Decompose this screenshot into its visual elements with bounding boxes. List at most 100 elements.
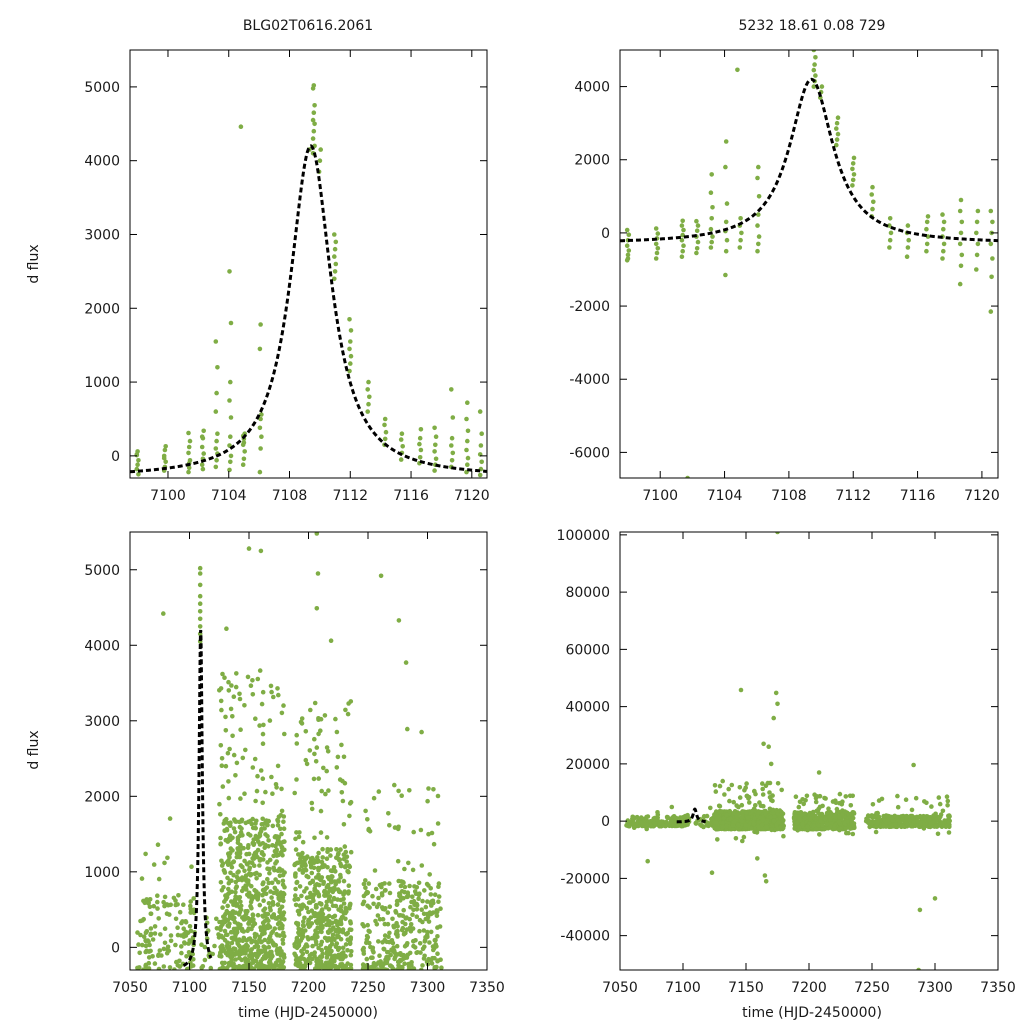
data-point <box>262 948 268 953</box>
data-point <box>147 904 153 910</box>
data-point <box>709 172 714 177</box>
data-point <box>724 812 729 818</box>
data-point <box>239 888 245 894</box>
data-point <box>726 786 731 792</box>
data-point <box>271 865 277 871</box>
x-tick-label: 7050 <box>602 980 638 996</box>
data-point <box>769 797 774 803</box>
data-point <box>402 931 407 936</box>
data-point <box>220 671 225 677</box>
data-point <box>269 895 274 900</box>
data-point <box>252 951 258 957</box>
data-point <box>343 942 349 947</box>
data-point <box>201 428 206 434</box>
data-point <box>218 812 223 817</box>
data-point <box>338 908 344 914</box>
data-point <box>406 967 412 970</box>
data-point <box>164 902 170 907</box>
data-point <box>167 965 173 970</box>
data-point <box>381 946 387 952</box>
data-point <box>769 827 774 833</box>
data-point <box>226 924 232 929</box>
data-point <box>308 915 314 920</box>
data-point <box>871 199 876 205</box>
data-point <box>755 223 760 228</box>
data-point <box>249 926 254 932</box>
data-point <box>204 972 209 977</box>
data-point <box>335 922 340 928</box>
data-point <box>155 899 160 905</box>
data-point <box>312 121 317 127</box>
data-point <box>152 924 158 929</box>
data-point <box>834 120 840 126</box>
data-point <box>257 668 263 673</box>
data-point <box>341 822 347 827</box>
data-point <box>229 957 234 963</box>
data-point <box>218 841 224 846</box>
data-point <box>667 822 672 828</box>
data-point <box>384 967 390 970</box>
data-point <box>835 115 841 120</box>
data-point <box>760 817 766 823</box>
data-point <box>311 110 317 115</box>
data-point <box>395 934 400 939</box>
data-point <box>254 963 259 969</box>
data-point <box>316 716 321 721</box>
data-point <box>714 812 719 817</box>
data-point <box>140 942 145 948</box>
data-point <box>743 810 749 816</box>
data-point <box>312 953 317 959</box>
data-point <box>186 430 191 436</box>
data-point <box>270 823 276 829</box>
data-point <box>909 813 915 819</box>
data-point <box>851 155 857 161</box>
model-fit-curve <box>182 629 213 967</box>
data-point <box>156 953 161 958</box>
data-point <box>293 874 298 879</box>
data-point <box>238 945 244 951</box>
data-point <box>217 952 223 957</box>
data-point <box>257 858 263 863</box>
data-point <box>348 849 354 855</box>
data-point <box>261 852 266 858</box>
data-point <box>234 760 240 766</box>
data-point <box>797 816 802 821</box>
data-point <box>383 429 389 435</box>
data-point <box>740 809 745 814</box>
data-point <box>238 124 244 129</box>
data-point <box>260 913 265 919</box>
data-point <box>218 743 224 748</box>
data-point <box>233 894 238 899</box>
data-point <box>213 464 219 470</box>
data-point <box>320 924 325 929</box>
data-point <box>432 892 438 897</box>
data-point <box>335 933 340 938</box>
data-point <box>377 882 383 888</box>
data-point <box>299 935 305 941</box>
plot-frame <box>619 49 999 479</box>
data-point <box>303 863 308 868</box>
data-point <box>407 883 412 889</box>
data-point <box>235 921 240 927</box>
data-point <box>654 250 660 256</box>
x-tick-label: 7116 <box>900 488 936 504</box>
data-point <box>306 909 311 915</box>
data-point <box>228 415 234 420</box>
data-point <box>742 787 747 793</box>
data-point <box>400 919 405 925</box>
data-point <box>371 901 376 907</box>
data-point <box>895 793 900 799</box>
data-point <box>380 916 386 922</box>
data-point <box>833 800 839 805</box>
data-point <box>387 904 393 909</box>
data-point <box>220 905 225 910</box>
data-point <box>281 933 287 939</box>
data-point <box>279 845 285 851</box>
data-point <box>274 948 280 954</box>
data-point <box>329 961 335 967</box>
y-tick-label: 0 <box>111 449 120 465</box>
data-point <box>221 821 227 826</box>
data-point <box>343 863 349 869</box>
data-point <box>361 967 366 970</box>
data-point <box>327 943 333 949</box>
